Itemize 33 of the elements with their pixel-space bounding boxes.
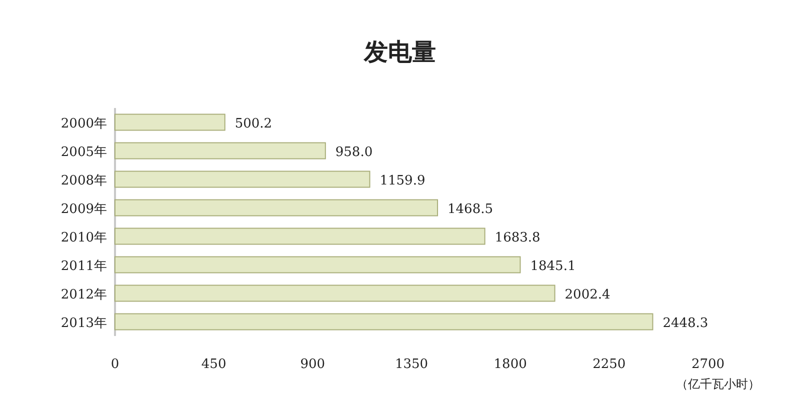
bar <box>114 142 326 160</box>
bar <box>114 199 438 216</box>
bar <box>114 284 556 302</box>
x-tick-label: 2250 <box>592 357 626 372</box>
bar <box>114 170 370 188</box>
data-label: 2448.3 <box>662 316 708 331</box>
y-tick-label: 2011年 <box>60 258 107 274</box>
x-tick-label: 1800 <box>494 357 527 372</box>
x-tick-label: 1350 <box>394 357 428 372</box>
y-tick-label: 2009年 <box>60 202 107 217</box>
chart-title: 发电量 <box>363 37 436 66</box>
x-tick-label: 0 <box>110 357 120 372</box>
y-tick-label: 2008年 <box>60 173 107 188</box>
bar <box>114 114 226 131</box>
data-label: 2002.4 <box>564 287 610 302</box>
y-tick-label: 2000年 <box>60 116 107 132</box>
bar <box>114 228 486 245</box>
data-label: 1845.1 <box>530 258 576 274</box>
y-tick-label: 2010年 <box>60 230 107 246</box>
data-label: 958.0 <box>335 144 373 160</box>
data-label: 1683.8 <box>494 230 540 246</box>
x-tick-label: 450 <box>201 357 226 372</box>
y-tick-label: 2013年 <box>60 316 107 331</box>
x-tick-label: 2700 <box>691 357 725 372</box>
bar <box>114 313 654 330</box>
data-label: 1159.9 <box>380 173 426 188</box>
x-tick-label: 900 <box>300 357 326 372</box>
y-tick-label: 2012年 <box>60 287 107 302</box>
data-label: 500.2 <box>234 116 272 132</box>
data-label: 1468.5 <box>448 202 494 217</box>
y-tick-label: 2005年 <box>60 144 107 160</box>
x-axis-title: （亿千瓦小时） <box>676 377 760 391</box>
bar <box>114 256 521 274</box>
